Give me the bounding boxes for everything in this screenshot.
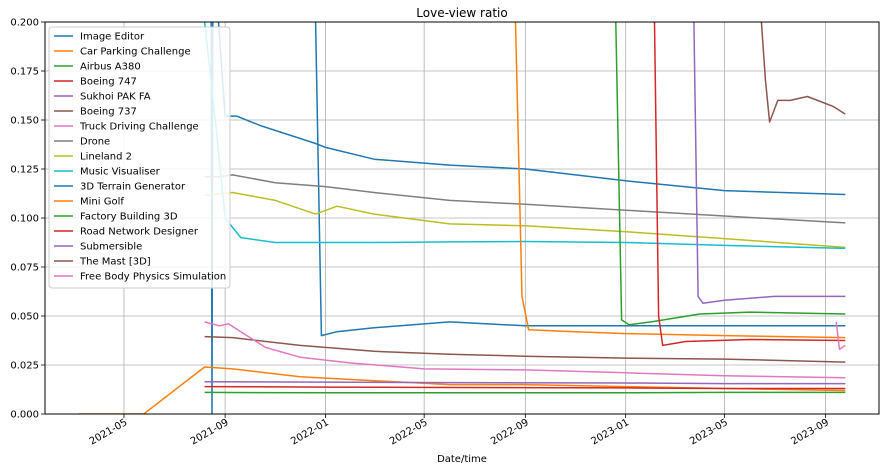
- legend-entry: Factory Building 3D: [80, 212, 178, 223]
- series-line: [693, 22, 846, 305]
- x-axis-title: Date/time: [437, 454, 487, 465]
- legend-box: [48, 26, 231, 289]
- series-line: [760, 22, 846, 123]
- legend-entry: Free Body Physics Simulation: [80, 272, 226, 283]
- series-line: [615, 22, 846, 326]
- legend-entry: Lineland 2: [80, 152, 132, 163]
- legend-entry: Boeing 747: [80, 77, 137, 88]
- legend: Image Editor Car Parking Challenge Airbus …: [48, 26, 231, 289]
- legend-entry: Submersible: [80, 242, 142, 253]
- legend-entry: Road Network Designer: [80, 227, 199, 238]
- y-tick-label: 0.025: [10, 361, 39, 372]
- y-tick-label: 0.100: [10, 214, 39, 225]
- y-tick-label: 0.200: [10, 18, 39, 29]
- series-line: [204, 191, 846, 249]
- chart-title: Love-view ratio: [416, 6, 507, 20]
- legend-entry: Boeing 737: [80, 107, 137, 118]
- legend-entry: Drone: [80, 137, 110, 148]
- legend-entry: Truck Driving Challenge: [79, 122, 199, 133]
- series-line: [204, 380, 846, 385]
- y-tick-label: 0.175: [10, 67, 39, 78]
- legend-entry: Image Editor: [80, 32, 145, 43]
- series-line: [653, 22, 846, 347]
- series-line: [78, 366, 846, 414]
- series-line: [204, 385, 846, 390]
- series-layer: [78, 22, 846, 414]
- legend-entry: The Mast [3D]: [79, 257, 151, 268]
- y-tick-label: 0.000: [10, 410, 39, 421]
- y-tick-label: 0.050: [10, 312, 39, 323]
- y-tick-label: 0.125: [10, 165, 39, 176]
- series-line: [204, 321, 846, 379]
- series-line: [514, 22, 846, 339]
- legend-entry: Mini Golf: [80, 197, 124, 208]
- legend-entry: Music Visualiser: [80, 167, 161, 178]
- y-tick-label: 0.150: [10, 116, 39, 127]
- legend-entry: Sukhoi PAK FA: [80, 92, 151, 103]
- y-tick-label: 0.075: [10, 263, 39, 274]
- legend-entry: Airbus A380: [80, 62, 141, 73]
- series-line: [835, 321, 846, 351]
- series-line: [217, 22, 846, 196]
- series-line-extra: [314, 22, 846, 337]
- legend-entry: 3D Terrain Generator: [80, 182, 186, 193]
- legend-entry: Car Parking Challenge: [80, 47, 191, 58]
